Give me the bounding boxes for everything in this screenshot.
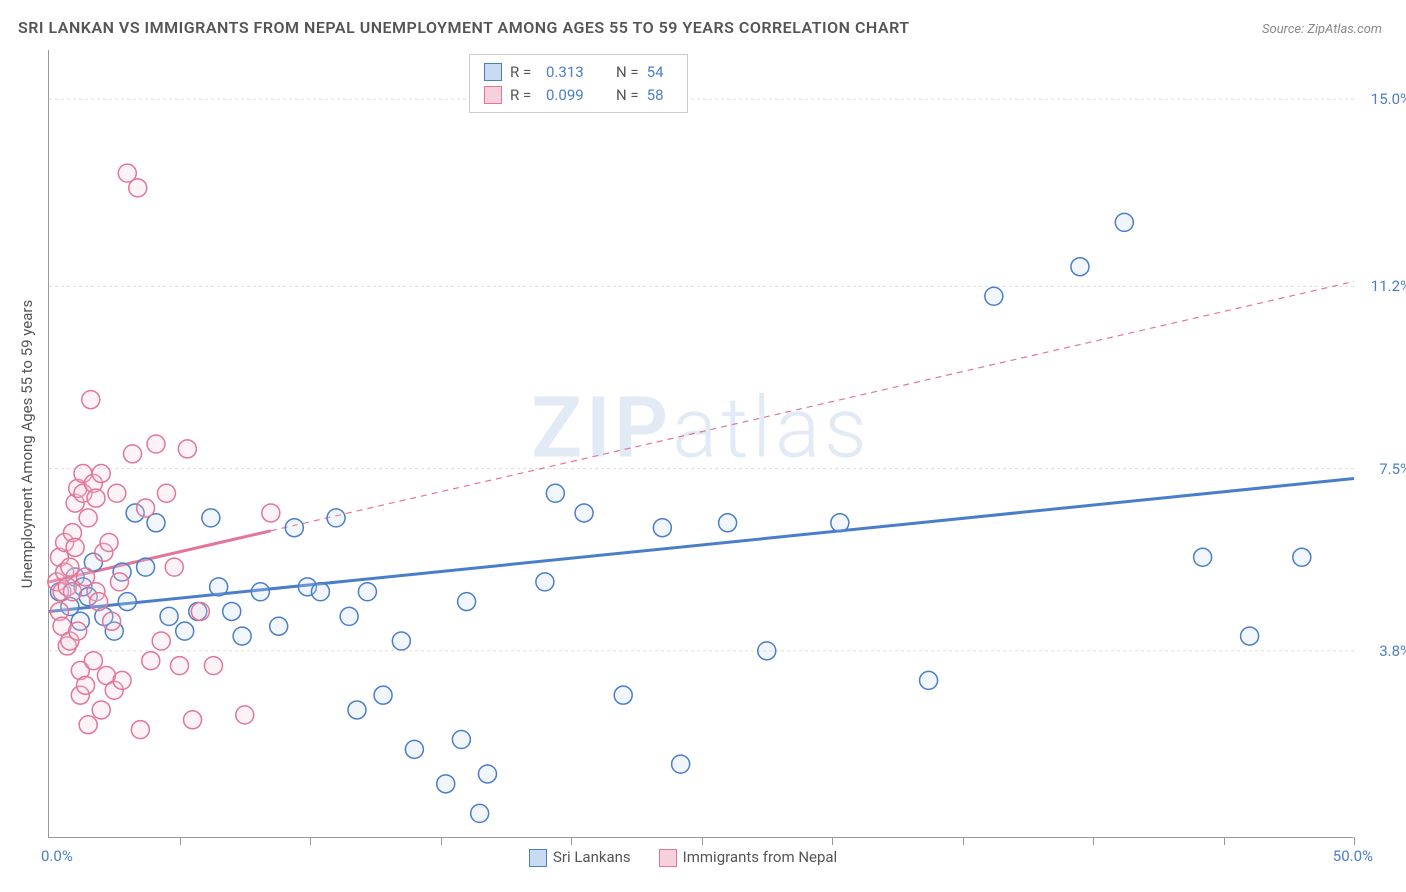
y-tick-label: 3.8%	[1379, 642, 1406, 660]
x-tick	[441, 837, 442, 845]
r-label: R =	[510, 61, 538, 84]
chart-title: SRI LANKAN VS IMMIGRANTS FROM NEPAL UNEM…	[18, 18, 910, 37]
legend-swatch	[484, 86, 502, 104]
x-tick	[571, 837, 572, 845]
legend-swatch	[529, 849, 547, 867]
series-legend-item: Sri Lankans	[529, 848, 631, 867]
legend-row: R = 0.099 N = 58	[484, 84, 673, 107]
series-legend-item: Immigrants from Nepal	[659, 848, 838, 867]
r-value: 0.099	[546, 84, 600, 107]
legend-swatch	[484, 63, 502, 81]
scatter-layer	[49, 50, 1353, 837]
series-label: Immigrants from Nepal	[683, 848, 838, 866]
n-label: N =	[616, 84, 639, 107]
x-tick	[963, 837, 964, 845]
x-axis-min-label: 0.0%	[41, 847, 73, 865]
series-legend: Sri Lankans Immigrants from Nepal	[529, 848, 837, 867]
x-tick	[180, 837, 181, 845]
y-axis-label: Unemployment Among Ages 55 to 59 years	[18, 299, 36, 587]
x-tick	[1093, 837, 1094, 845]
y-tick-label: 15.0%	[1371, 90, 1406, 108]
x-tick	[1224, 837, 1225, 845]
legend-row: R = 0.313 N = 54	[484, 61, 673, 84]
x-axis-max-label: 50.0%	[1333, 847, 1373, 865]
plot-area: Unemployment Among Ages 55 to 59 years Z…	[48, 50, 1353, 838]
n-value: 54	[647, 61, 673, 84]
x-tick	[702, 837, 703, 845]
y-tick-label: 7.5%	[1379, 460, 1406, 478]
n-value: 58	[647, 84, 673, 107]
y-tick-label: 11.2%	[1371, 277, 1406, 295]
source-attribution: Source: ZipAtlas.com	[1262, 22, 1382, 37]
x-tick	[832, 837, 833, 845]
legend-swatch	[659, 849, 677, 867]
n-label: N =	[616, 61, 639, 84]
correlation-legend: R = 0.313 N = 54 R = 0.099 N = 58	[469, 54, 688, 113]
r-label: R =	[510, 84, 538, 107]
x-tick	[310, 837, 311, 845]
x-tick	[1354, 837, 1355, 845]
r-value: 0.313	[546, 61, 600, 84]
series-label: Sri Lankans	[553, 848, 631, 866]
